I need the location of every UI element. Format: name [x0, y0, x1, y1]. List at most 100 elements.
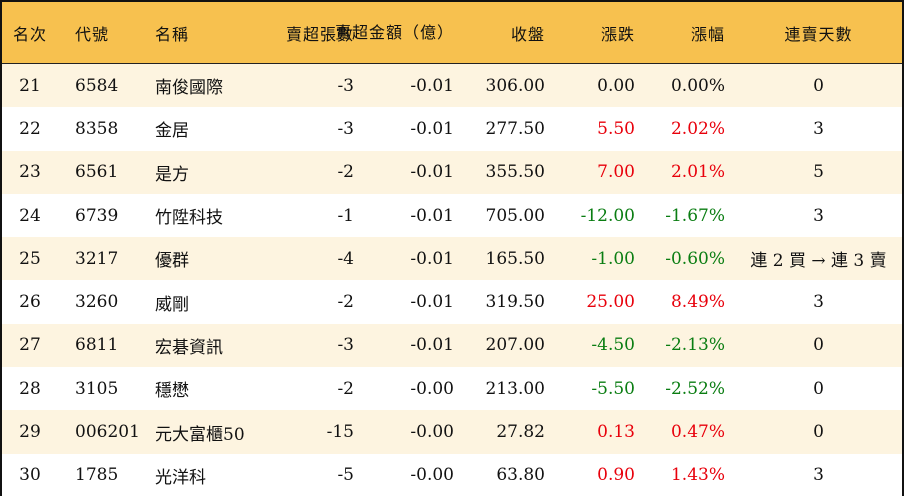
cell-sell-days: 3	[813, 205, 824, 226]
cell-change-pct: 1.43%	[670, 465, 725, 486]
cell-sell-amount: -0.01	[410, 162, 454, 183]
cell-sell-lots: -2	[337, 162, 354, 183]
table-row: 26 3260 威剛 -2 -0.01 319.50 25.00 8.49% 3	[2, 280, 902, 324]
cell-sell-lots: -4	[337, 248, 354, 269]
cell-name: 元大富櫃50	[155, 424, 245, 445]
cell-change: -5.50	[591, 378, 635, 399]
cell-sell-lots: -3	[337, 118, 354, 139]
cell-name: 是方	[155, 164, 189, 185]
cell-close: 63.80	[496, 465, 545, 486]
cell-change-pct: -1.67%	[665, 205, 725, 226]
cell-sell-amount: -0.01	[410, 292, 454, 313]
cell-sell-lots: -2	[337, 378, 354, 399]
header-change: 漲跌	[600, 24, 635, 44]
cell-sell-amount: -0.00	[410, 378, 454, 399]
cell-sell-amount: -0.00	[410, 465, 454, 486]
cell-code: 8358	[75, 118, 119, 139]
cell-code: 006201	[75, 422, 140, 443]
header-name: 名稱	[155, 24, 190, 44]
cell-close: 213.00	[485, 378, 545, 399]
table-row: 28 3105 穩懋 -2 -0.00 213.00 -5.50 -2.52% 0	[2, 367, 902, 411]
cell-code: 3217	[75, 248, 119, 269]
cell-rank: 25	[19, 248, 41, 269]
cell-code: 6811	[75, 335, 119, 356]
cell-sell-days: 0	[813, 422, 824, 443]
cell-close: 355.50	[485, 162, 545, 183]
cell-sell-amount: -0.01	[410, 75, 454, 96]
cell-close: 27.82	[496, 422, 545, 443]
cell-sell-amount: -0.01	[410, 205, 454, 226]
table-header: 名次 代號 名稱 賣超張數 賣超金額（億） 收盤 漲跌 漲幅 連賣天數	[2, 2, 902, 64]
cell-name: 優群	[155, 251, 189, 272]
cell-change: -1.00	[591, 248, 635, 269]
header-sell-days: 連賣天數	[784, 24, 853, 44]
cell-close: 705.00	[485, 205, 545, 226]
cell-change: 0.90	[597, 465, 635, 486]
cell-sell-lots: -15	[326, 422, 354, 443]
cell-sell-days: 3	[813, 118, 824, 139]
cell-close: 277.50	[485, 118, 545, 139]
cell-sell-days: 連 2 買 → 連 3 賣	[750, 251, 887, 272]
header-sell-amount-unit: （億）	[402, 23, 454, 42]
table-row: 21 6584 南俊國際 -3 -0.01 306.00 0.00 0.00% 0	[2, 64, 902, 108]
cell-code: 3105	[75, 378, 119, 399]
cell-change: 0.13	[597, 422, 635, 443]
cell-rank: 30	[19, 465, 41, 486]
table-row: 27 6811 宏碁資訊 -3 -0.01 207.00 -4.50 -2.13% 0	[2, 323, 902, 368]
cell-change-pct: -2.13%	[665, 335, 725, 356]
cell-change: -12.00	[580, 205, 635, 226]
cell-close: 207.00	[485, 335, 545, 356]
cell-change: 7.00	[597, 162, 635, 183]
header-sell-lots: 賣超張數	[285, 24, 354, 44]
cell-rank: 22	[19, 118, 41, 139]
table-row: 23 6561 是方 -2 -0.01 355.50 7.00 2.01% 5	[2, 150, 902, 194]
cell-code: 1785	[75, 465, 119, 486]
cell-sell-amount: -0.00	[410, 422, 454, 443]
cell-change-pct: 0.47%	[670, 422, 725, 443]
cell-rank: 27	[19, 335, 41, 356]
cell-sell-days: 0	[813, 378, 824, 399]
cell-change: 25.00	[586, 292, 635, 313]
cell-change: 0.00	[597, 75, 635, 96]
cell-sell-amount: -0.01	[410, 118, 454, 139]
cell-sell-lots: -3	[337, 335, 354, 356]
cell-sell-days: 0	[813, 75, 824, 96]
cell-sell-days: 0	[813, 335, 824, 356]
cell-rank: 26	[19, 292, 41, 313]
cell-rank: 28	[19, 378, 41, 399]
cell-rank: 23	[19, 162, 41, 183]
cell-sell-lots: -1	[337, 205, 354, 226]
cell-rank: 21	[19, 75, 41, 96]
table-row: 30 1785 光洋科 -5 -0.00 63.80 0.90 1.43% 3	[2, 453, 902, 497]
cell-close: 165.50	[485, 248, 545, 269]
cell-sell-amount: -0.01	[410, 335, 454, 356]
cell-change-pct: 0.00%	[670, 75, 725, 96]
cell-code: 6739	[75, 205, 119, 226]
cell-name: 光洋科	[155, 467, 206, 488]
cell-sell-amount: -0.01	[410, 248, 454, 269]
cell-close: 319.50	[485, 292, 545, 313]
header-code: 代號	[75, 24, 110, 44]
header-rank: 名次	[12, 24, 47, 44]
cell-sell-lots: -2	[337, 292, 354, 313]
cell-rank: 29	[19, 422, 41, 443]
cell-change-pct: 8.49%	[670, 292, 725, 313]
cell-change-pct: -0.60%	[665, 248, 725, 269]
header-change-pct: 漲幅	[690, 24, 725, 44]
cell-code: 3260	[75, 292, 119, 313]
cell-name: 威剛	[155, 294, 189, 315]
table-row: 24 6739 竹陞科技 -1 -0.01 705.00 -12.00 -1.67% 3	[2, 193, 902, 238]
cell-code: 6584	[75, 75, 119, 96]
cell-close: 306.00	[485, 75, 545, 96]
cell-change: -4.50	[591, 335, 635, 356]
cell-sell-lots: -3	[337, 75, 354, 96]
cell-name: 穩懋	[155, 381, 189, 402]
header-close: 收盤	[510, 24, 545, 44]
header-sell-amount-label: 賣超金額	[334, 23, 403, 42]
cell-sell-days: 5	[813, 162, 824, 183]
cell-name: 竹陞科技	[155, 208, 223, 229]
cell-name: 金居	[155, 121, 189, 142]
cell-change-pct: 2.01%	[670, 162, 725, 183]
cell-rank: 24	[19, 205, 41, 226]
